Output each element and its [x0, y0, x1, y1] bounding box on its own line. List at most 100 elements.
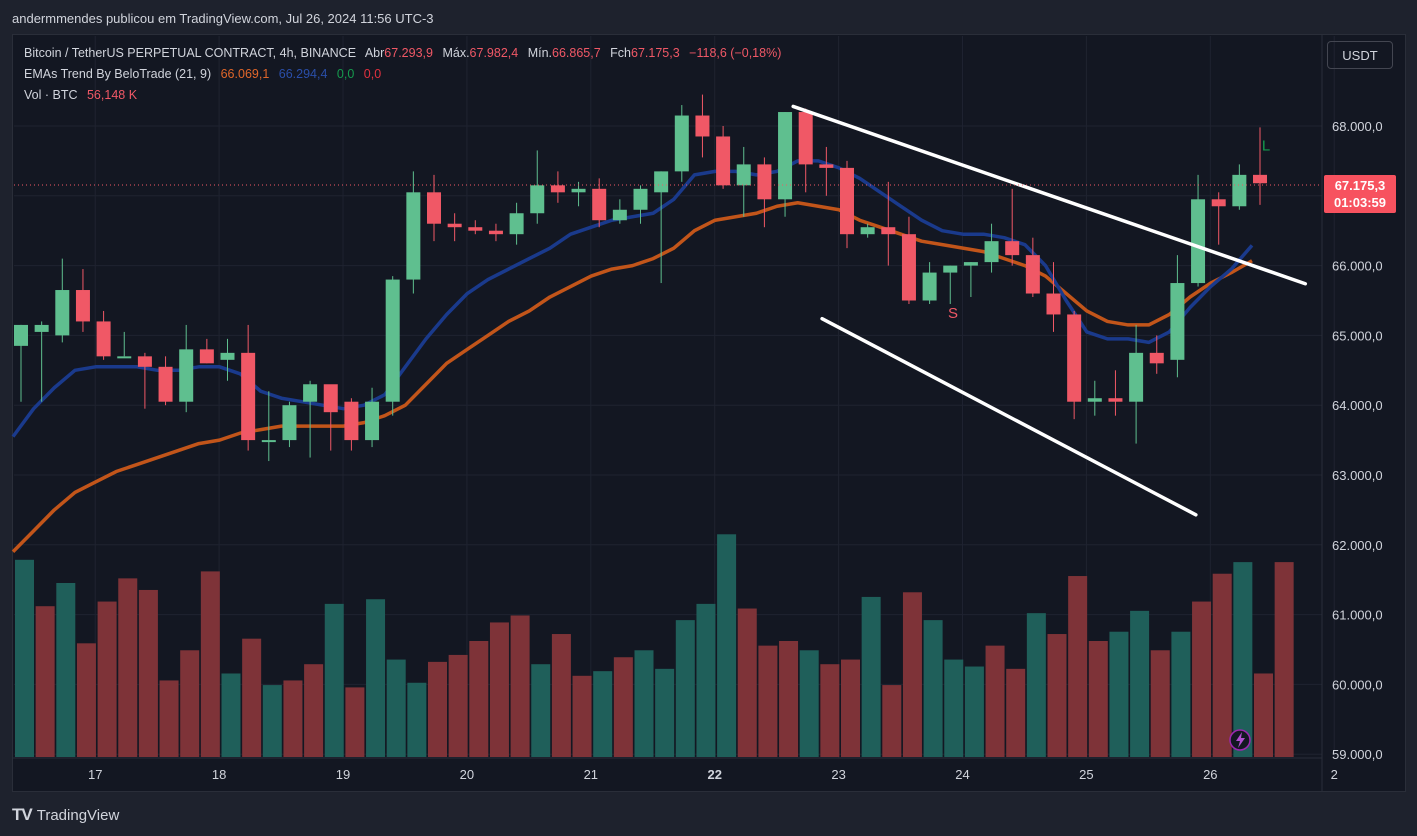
- volume-bar: [1171, 631, 1191, 757]
- trendline: [820, 316, 1198, 517]
- signal-label: L: [1262, 137, 1270, 154]
- volume-bar: [655, 668, 675, 757]
- time-tick-label: 24: [955, 767, 969, 782]
- volume-bar: [159, 680, 179, 757]
- candle-body: [1005, 241, 1020, 256]
- time-tick-label: 20: [460, 767, 474, 782]
- publish-header: andermmendes publicou em TradingView.com…: [12, 11, 434, 26]
- time-tick-label: 2: [1331, 767, 1338, 782]
- candle-body: [592, 188, 607, 221]
- lightning-icon[interactable]: [1229, 729, 1251, 751]
- volume-bar: [675, 620, 695, 757]
- price-axis: 68.000,067.000,066.000,065.000,064.000,0…: [1332, 119, 1383, 762]
- candle-body: [1046, 293, 1061, 315]
- candle-body: [881, 227, 896, 235]
- volume-bar: [448, 654, 468, 757]
- signal-label: S: [948, 305, 958, 322]
- volume-bar: [964, 666, 984, 757]
- candle-body: [117, 356, 132, 359]
- candle-body: [612, 209, 627, 221]
- currency-button[interactable]: USDT: [1327, 41, 1393, 69]
- volume-bar: [1068, 576, 1088, 757]
- volume-bar: [221, 673, 241, 757]
- price-tick-label: 66.000,0: [1332, 259, 1383, 274]
- candle-body: [385, 279, 400, 402]
- last-price-tag: 67.175,3 01:03:59: [1324, 175, 1396, 213]
- candle-body: [488, 230, 503, 235]
- candle-body: [303, 384, 318, 402]
- candle-body: [963, 262, 978, 266]
- candle-body: [137, 356, 152, 367]
- ema-indicator-name: EMAs Trend By BeloTrade (21, 9): [24, 67, 212, 81]
- volume-bar: [1254, 673, 1273, 757]
- volume-bar: [469, 641, 489, 757]
- legend-symbol-row[interactable]: Bitcoin / TetherUS PERPETUAL CONTRACT, 4…: [24, 46, 787, 60]
- candle-body: [984, 241, 999, 263]
- time-tick-label: 19: [336, 767, 350, 782]
- ema-fast-line: [11, 159, 1254, 438]
- bar-countdown: 01:03:59: [1333, 195, 1387, 210]
- candle-body: [860, 227, 875, 235]
- volume-bar: [76, 643, 96, 757]
- candle-body: [736, 164, 751, 186]
- close-label: Fch: [610, 46, 632, 60]
- candle-body: [96, 321, 111, 357]
- price-tick-label: 64.000,0: [1332, 398, 1383, 413]
- high-label: Máx.: [442, 46, 470, 60]
- ema-value-4: 0,0: [363, 67, 382, 81]
- volume-bar: [1192, 601, 1212, 757]
- candle-body: [778, 112, 793, 200]
- tradingview-brand[interactable]: TV TradingView: [12, 805, 119, 825]
- candle-body: [199, 349, 214, 364]
- volume-bar: [324, 603, 344, 757]
- volume-bar: [737, 608, 757, 757]
- candle-body: [1087, 398, 1102, 402]
- candle-body: [901, 234, 916, 301]
- candle-body: [282, 405, 297, 441]
- candle-body: [530, 185, 545, 214]
- price-tick-label: 59.000,0: [1332, 747, 1383, 762]
- volume-bar: [944, 659, 964, 757]
- candle-body: [550, 185, 565, 193]
- volume-bar: [56, 583, 76, 757]
- volume-indicator-name: Vol · BTC: [24, 88, 78, 102]
- volume-bar: [531, 664, 551, 757]
- brand-name: TradingView: [36, 806, 120, 824]
- legend-volume-row[interactable]: Vol · BTC 56,148 K: [24, 88, 143, 102]
- volume-bar: [1026, 613, 1046, 757]
- volume-bar: [717, 534, 737, 757]
- candle-body: [158, 366, 173, 402]
- change-value: −118,6 (−0,18%): [689, 46, 782, 60]
- volume-bar: [985, 645, 1005, 757]
- candle-body: [406, 192, 421, 280]
- candle-body: [695, 115, 710, 137]
- candle-body: [75, 290, 90, 322]
- candle-body: [323, 384, 338, 413]
- volume-bar: [841, 659, 860, 757]
- volume-bar: [200, 571, 220, 757]
- volume-bar: [1088, 641, 1108, 757]
- volume-bar: [572, 675, 592, 757]
- volume-bar: [366, 599, 386, 757]
- volume-bar: [180, 650, 200, 757]
- volume-bar: [551, 634, 571, 757]
- volume-bars: [15, 534, 1294, 757]
- time-tick-label: 22: [707, 767, 721, 782]
- legend-ema-row[interactable]: EMAs Trend By BeloTrade (21, 9) 66.069,1…: [24, 67, 387, 81]
- ema-fast-value: 66.294,4: [278, 67, 328, 81]
- volume-bar: [1109, 631, 1129, 757]
- open-label: Abr: [364, 46, 385, 60]
- candles: [14, 94, 1267, 462]
- volume-bar: [820, 664, 840, 757]
- volume-bar: [118, 578, 138, 757]
- volume-bar: [902, 592, 922, 757]
- price-tick-label: 61.000,0: [1332, 608, 1383, 623]
- price-tick-label: 60.000,0: [1332, 677, 1383, 692]
- volume-bar: [923, 620, 943, 757]
- candle-body: [922, 272, 937, 301]
- candle-body: [1149, 352, 1164, 364]
- candle-body: [427, 192, 441, 224]
- candle-body: [344, 401, 359, 441]
- volume-bar: [304, 664, 324, 757]
